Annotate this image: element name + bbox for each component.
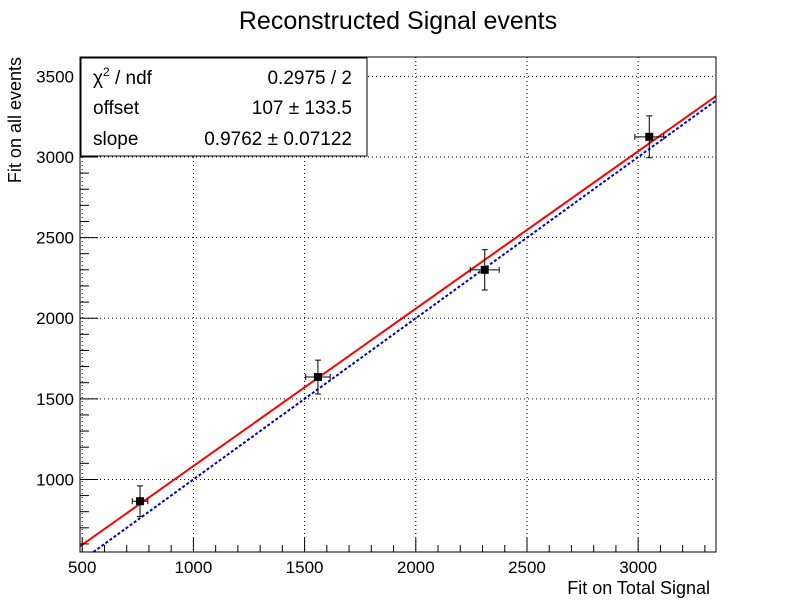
stats-chi2-value: 0.2975 / 2 <box>267 68 352 89</box>
y-tick-label-3: 2500 <box>36 229 74 248</box>
point-marker-1 <box>313 373 322 382</box>
stats-chi2-symbol: χ <box>93 68 103 89</box>
y-tick-label-1: 1500 <box>36 390 74 409</box>
x-tick-label-4: 2500 <box>508 558 546 577</box>
x-tick-label-3: 2000 <box>397 558 435 577</box>
stats-box-frame <box>80 57 368 157</box>
plot-frame <box>79 56 717 553</box>
stats-chi2-sup: 2 <box>103 65 110 79</box>
stats-offset-value: 107 ± 133.5 <box>252 98 352 119</box>
axes: 500 1000 1500 2000 2500 3000 1000 1500 2000 2500 3… <box>36 59 706 577</box>
stats-offset-label: offset <box>93 98 140 119</box>
fit-line <box>79 95 717 548</box>
x-tick-label-2: 1500 <box>286 558 324 577</box>
y-tick-label-0: 1000 <box>36 470 74 489</box>
stats-chi2-rest: / ndf <box>110 68 153 89</box>
stats-slope-label: slope <box>93 129 138 150</box>
point-marker-0 <box>136 497 145 506</box>
x-tick-label-1: 1000 <box>174 558 212 577</box>
data-point-0 <box>131 485 149 518</box>
reference-line <box>92 99 717 553</box>
x-tick-label-5: 3000 <box>619 558 657 577</box>
chart-title: Reconstructed Signal events <box>239 7 557 35</box>
data-point-3 <box>634 115 665 159</box>
y-tick-label-4: 3000 <box>36 148 74 167</box>
y-tick-label-5: 3500 <box>36 67 74 86</box>
data-point-2 <box>469 249 500 291</box>
point-marker-2 <box>480 265 489 274</box>
stats-chi2-label: χ2 / ndf <box>93 65 153 89</box>
y-axis-title: Fit on all events <box>5 57 25 183</box>
stats-box: χ2 / ndf 0.2975 / 2 offset 107 ± 133.5 s… <box>80 57 368 157</box>
point-marker-3 <box>645 132 654 141</box>
x-tick-label-0: 500 <box>68 558 96 577</box>
data-points <box>131 115 665 518</box>
y-tick-label-2: 2000 <box>36 309 74 328</box>
stats-slope-value: 0.9762 ± 0.07122 <box>204 129 352 150</box>
fit-lines <box>79 95 717 553</box>
x-axis-title: Fit on Total Signal <box>567 578 710 598</box>
data-point-1 <box>305 359 331 395</box>
grid <box>80 57 716 552</box>
